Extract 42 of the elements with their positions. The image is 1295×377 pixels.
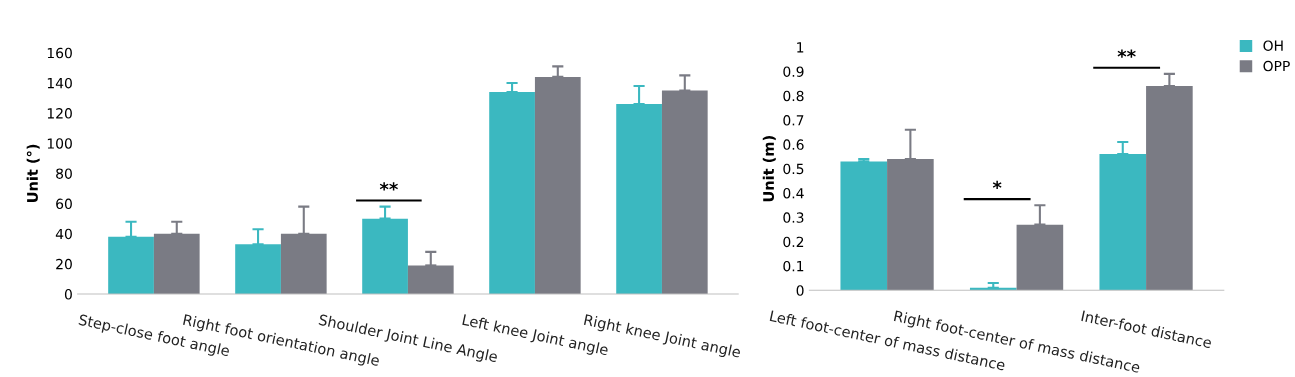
y-tick-label: 100 (47, 138, 72, 149)
legend-label: OPP (1263, 60, 1290, 72)
bar (108, 236, 154, 295)
bar (235, 244, 281, 295)
y-tick-label: 0.5 (783, 163, 804, 175)
y-tick-label: 0.3 (783, 212, 804, 223)
y-tick-label: 0 (64, 289, 72, 300)
bar (362, 218, 408, 295)
bar (616, 104, 662, 295)
y-tick-label: 160 (47, 47, 72, 59)
annotation: ** (379, 182, 398, 191)
y-tick-label: 0.4 (783, 187, 804, 199)
bar (1146, 86, 1193, 291)
y-tick-label: 0.6 (783, 139, 804, 150)
y-tick-label: 0.8 (783, 90, 804, 102)
y-tick-label: 140 (47, 77, 72, 89)
y-tick-label: 20 (56, 258, 72, 270)
bar (407, 265, 454, 295)
y-tick-label: 0.1 (783, 260, 804, 272)
y-tick-label: 0.2 (783, 236, 804, 248)
annotation: * (992, 180, 1002, 190)
bar (1099, 154, 1147, 291)
y-tick-label: 1 (797, 42, 804, 53)
bar (887, 158, 934, 291)
bar (489, 91, 535, 295)
bar (534, 76, 581, 295)
y-tick-label: 120 (47, 108, 72, 119)
y-tick-label: 0.9 (783, 66, 804, 77)
bar (1016, 224, 1064, 291)
y-tick-label: 80 (56, 168, 72, 179)
y-axis-title: Unit (m) (762, 136, 776, 202)
y-tick-label: 40 (55, 228, 72, 240)
bar (661, 90, 708, 295)
y-tick-label: 0 (796, 285, 804, 296)
bar (840, 161, 888, 291)
y-tick-label: 60 (56, 198, 72, 210)
bar (153, 233, 200, 295)
bar (280, 233, 327, 295)
y-axis-title: Unit (°) (26, 144, 40, 203)
legend-label: OH (1263, 40, 1283, 51)
y-tick-label: 0.7 (783, 115, 804, 126)
annotation: ** (1117, 49, 1136, 58)
